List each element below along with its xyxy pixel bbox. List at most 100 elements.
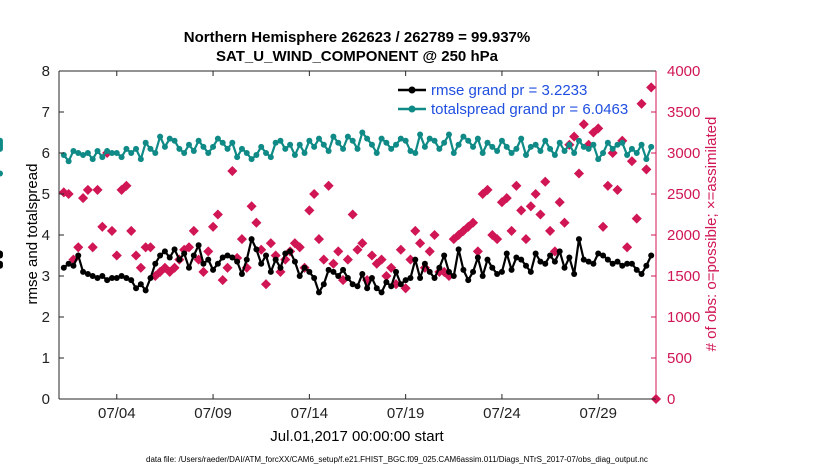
totalspread-point — [518, 135, 525, 142]
obs-possible-marker — [559, 217, 570, 228]
rmse-series — [0, 236, 655, 296]
rmse-point — [633, 266, 640, 273]
totalspread-point — [643, 156, 650, 163]
y-right-tick-label: 500 — [667, 350, 692, 367]
obs-possible-marker — [607, 147, 618, 159]
totalspread-point — [94, 147, 101, 154]
rmse-point — [320, 281, 327, 288]
rmse-point — [518, 256, 525, 263]
totalspread-point — [359, 129, 366, 136]
rmse-point — [575, 236, 582, 243]
rmse-point — [455, 246, 462, 253]
rmse-point — [373, 285, 380, 292]
obs-possible-marker — [540, 176, 551, 187]
totalspread-point — [344, 133, 351, 140]
totalspread-point — [551, 152, 558, 159]
totalspread-point — [470, 143, 477, 150]
obs-possible-marker — [212, 209, 223, 220]
x-tick-label: 07/14 — [291, 405, 329, 422]
totalspread-point — [494, 147, 501, 154]
rmse-point — [89, 273, 96, 279]
y-right-tick-label: 1500 — [667, 268, 700, 285]
obs-possible-marker — [217, 275, 228, 286]
footnote: data file: /Users/raeder/DAI/ATM_forcXX/… — [146, 455, 648, 464]
obs-possible-marker — [386, 262, 397, 273]
rmse-point — [161, 248, 168, 255]
obs-possible-marker — [511, 180, 522, 191]
rmse-point — [368, 275, 375, 282]
totalspread-point — [421, 143, 428, 150]
totalspread-point — [253, 152, 260, 159]
obs-possible-marker — [130, 250, 142, 261]
rmse-point — [421, 260, 428, 267]
rmse-point — [123, 275, 130, 282]
rmse-point — [157, 252, 164, 259]
totalspread-point — [571, 150, 578, 156]
totalspread-point — [243, 150, 250, 156]
obs-possible-marker — [265, 238, 276, 249]
y-right-tick-label: 1000 — [667, 309, 700, 326]
rmse-point — [547, 252, 554, 259]
rmse-point — [311, 275, 318, 282]
rmse-point — [426, 268, 433, 275]
x-tick-label: 07/29 — [579, 405, 617, 422]
rmse-point — [248, 236, 255, 243]
axes: 07/04 07/09 07/14 07/19 07/24 07/29 0 1 2 3 4 5 6 7 8 0… — [42, 63, 701, 422]
totalspread-point — [80, 152, 87, 159]
obs-possible-marker — [516, 205, 527, 216]
y-tick-label: 0 — [42, 391, 50, 408]
rmse-point — [465, 277, 472, 284]
obs-possible-marker — [545, 225, 556, 236]
totalspread-series — [0, 129, 655, 177]
y-right-tick-label: 0 — [667, 391, 675, 408]
rmse-point — [108, 275, 115, 282]
y-right-tick-label: 2500 — [667, 186, 700, 203]
obs-possible-marker — [198, 266, 209, 277]
rmse-point — [585, 258, 592, 265]
totalspread-point — [224, 145, 231, 152]
totalspread-point — [397, 135, 404, 142]
rmse-point — [118, 273, 125, 279]
totalspread-point — [595, 156, 602, 163]
rmse-point — [142, 287, 149, 294]
y-tick-label: 2 — [42, 309, 50, 326]
totalspread-point — [489, 143, 496, 150]
rmse-point — [147, 275, 154, 282]
totalspread-point — [498, 137, 505, 144]
obs-possible-marker — [622, 242, 633, 253]
totalspread-point — [479, 150, 486, 156]
legend-rmse-label: rmse grand pr = 3.2233 — [431, 82, 587, 99]
y-right-tick-label: 2000 — [667, 227, 700, 244]
totalspread-point — [171, 137, 178, 144]
totalspread-point — [306, 137, 313, 144]
obs-possible-marker — [366, 250, 377, 261]
rmse-point — [470, 268, 477, 275]
obs-possible-marker — [597, 221, 609, 232]
obs-possible-marker — [347, 209, 358, 220]
obs-possible-marker — [554, 197, 565, 208]
totalspread-point — [431, 137, 438, 144]
rmse-point — [234, 258, 241, 265]
rmse-point — [445, 268, 452, 275]
rmse-point — [619, 262, 626, 269]
rmse-point — [494, 270, 501, 277]
totalspread-point — [624, 152, 631, 159]
rmse-point — [104, 277, 111, 284]
y-right-tick-label: 4000 — [667, 63, 700, 80]
totalspread-point — [378, 135, 385, 142]
totalspread-point — [147, 145, 154, 152]
totalspread-point — [185, 141, 192, 148]
totalspread-point — [455, 141, 462, 148]
chart-subtitle: SAT_U_WIND_COMPONENT @ 250 hPa — [216, 48, 499, 65]
totalspread-point — [70, 147, 77, 154]
totalspread-point — [282, 145, 289, 152]
y-tick-label: 1 — [42, 350, 50, 367]
totalspread-point — [340, 145, 347, 152]
rmse-point — [609, 260, 616, 267]
totalspread-point — [118, 154, 125, 161]
totalspread-point — [580, 143, 587, 150]
rmse-point — [301, 264, 308, 271]
obs-possible-marker — [530, 188, 541, 200]
rmse-point — [263, 252, 270, 259]
obs-possible-marker — [78, 193, 89, 204]
